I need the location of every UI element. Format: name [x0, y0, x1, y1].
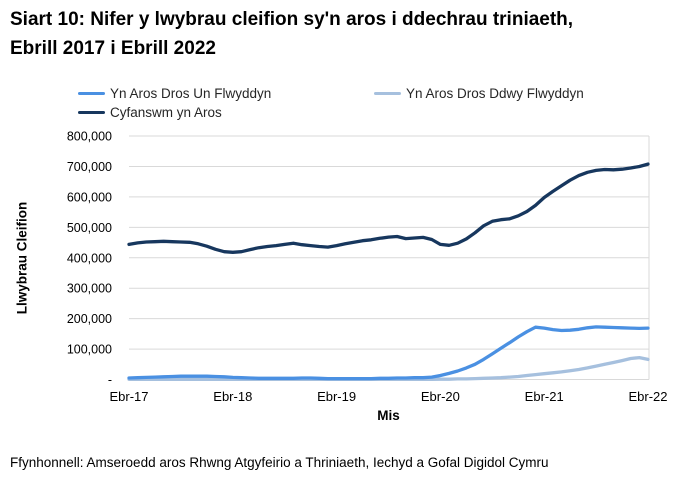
legend-label: Cyfanswm yn Aros [110, 105, 222, 120]
x-tick-label: Ebr-17 [109, 389, 148, 404]
x-tick-label: Ebr-21 [525, 389, 564, 404]
y-tick-label: 600,000 [67, 190, 112, 204]
y-tick-label: 800,000 [67, 130, 112, 144]
legend-item-total-waiting: Cyfanswm yn Aros [78, 103, 374, 122]
line-swatch-icon [374, 91, 401, 96]
x-tick-label: Ebr-22 [628, 389, 667, 404]
series-line-over-one-year [127, 325, 650, 381]
x-tick-label: Ebr-19 [317, 389, 356, 404]
y-tick-label: - [108, 373, 112, 387]
line-swatch-icon [78, 91, 105, 96]
x-axis-title: Mis [377, 408, 400, 423]
source-note: Ffynhonnell: Amseroedd aros Rhwng Atgyfe… [10, 455, 549, 470]
y-tick-label: 300,000 [67, 282, 112, 296]
legend-label: Yn Aros Dros Un Flwyddyn [110, 86, 272, 101]
legend: Yn Aros Dros Un Flwyddyn Yn Aros Dros Dd… [78, 84, 584, 122]
y-tick-label: 400,000 [67, 251, 112, 265]
y-tick-label: 200,000 [67, 312, 112, 326]
line-swatch-icon [78, 110, 105, 115]
series-line-total-waiting [127, 162, 650, 254]
y-tick-label: 500,000 [67, 221, 112, 235]
y-tick-label: 700,000 [67, 160, 112, 174]
chart-title: Siart 10: Nifer y lwybrau cleifion sy'n … [10, 9, 574, 60]
x-tick-label: Ebr-18 [213, 389, 252, 404]
legend-label: Yn Aros Dros Ddwy Flwyddyn [406, 86, 584, 101]
x-tick-label: Ebr-20 [421, 389, 460, 404]
y-tick-label: 100,000 [67, 343, 112, 357]
legend-item-over-one-year: Yn Aros Dros Un Flwyddyn [78, 84, 374, 103]
legend-item-over-two-years: Yn Aros Dros Ddwy Flwyddyn [374, 84, 584, 103]
